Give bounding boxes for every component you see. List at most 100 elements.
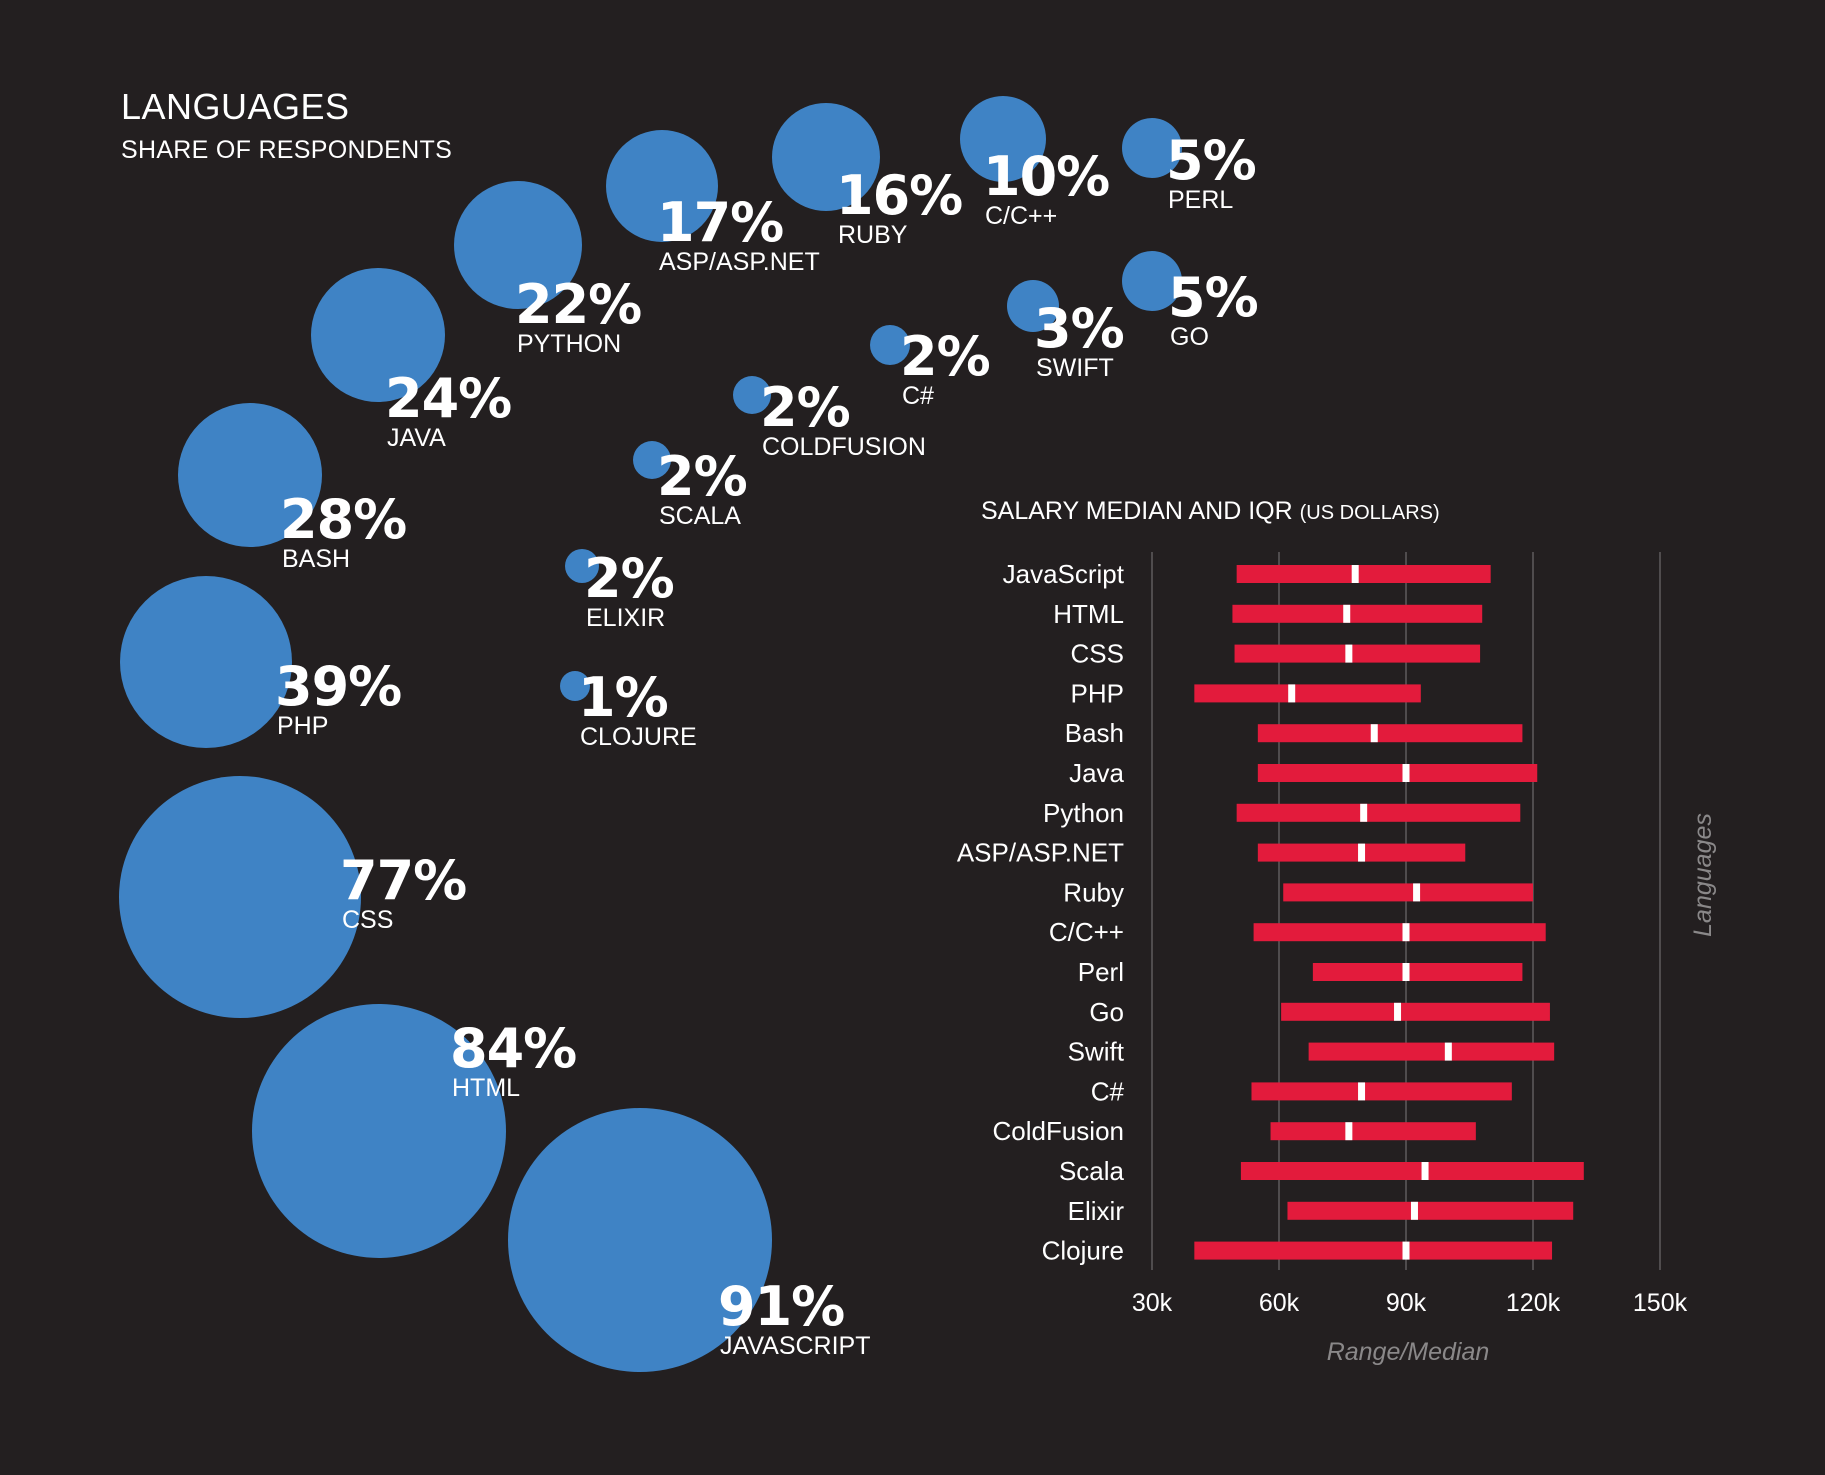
bubble-label-scala: SCALA	[659, 502, 741, 530]
page-subtitle: SHARE OF RESPONDENTS	[121, 136, 453, 164]
iqr-bar-css	[1234, 644, 1481, 663]
bubble-percent-javascript: 91%	[718, 1275, 845, 1338]
row-label-html: HTML	[1053, 599, 1124, 629]
row-label-go: Go	[1089, 997, 1124, 1027]
row-label-java: Java	[1069, 758, 1124, 788]
bubble-css	[119, 776, 361, 1018]
bubble-percent-c-c: 10%	[983, 145, 1110, 208]
row-label-ruby: Ruby	[1063, 877, 1124, 907]
salary-chart-title: SALARY MEDIAN AND IQR (US DOLLARS)	[981, 497, 1440, 526]
bubble-label-javascript: JAVASCRIPT	[720, 1332, 871, 1360]
iqr-bar-go	[1281, 1002, 1550, 1021]
x-tick-label-90k: 90k	[1386, 1289, 1427, 1317]
iqr-bar-python	[1236, 803, 1521, 822]
bubble-scala	[633, 441, 671, 479]
bubble-label-perl: PERL	[1168, 186, 1234, 214]
row-label-php: PHP	[1071, 678, 1124, 708]
bubble-html	[252, 1004, 506, 1258]
iqr-bar-c	[1251, 1082, 1512, 1101]
bubble-label-coldfusion: COLDFUSION	[762, 433, 926, 461]
median-mark-elixir	[1410, 1201, 1418, 1220]
bubble-percent-swift: 3%	[1034, 297, 1125, 360]
bubble-coldfusion	[733, 376, 771, 414]
row-label-c: C#	[1091, 1076, 1125, 1106]
iqr-bar-clojure	[1194, 1241, 1553, 1260]
page-title: LANGUAGES	[121, 86, 350, 127]
iqr-bar-c-c	[1253, 923, 1546, 942]
median-mark-javascript	[1351, 565, 1359, 583]
bubble-percent-java: 24%	[385, 367, 512, 430]
bubble-perl	[1122, 118, 1182, 178]
bubble-php	[120, 576, 292, 748]
bubble-label-java: JAVA	[387, 424, 446, 452]
bubble-c	[870, 325, 910, 365]
x-tick-label-120k: 120k	[1506, 1289, 1561, 1317]
bubble-python	[454, 181, 582, 309]
row-label-coldfusion: ColdFusion	[992, 1116, 1124, 1146]
bubble-percent-clojure: 1%	[578, 666, 669, 729]
x-tick-label-60k: 60k	[1259, 1289, 1300, 1317]
median-mark-python	[1360, 803, 1368, 822]
median-mark-php	[1288, 684, 1296, 703]
bubble-label-bash: BASH	[282, 545, 351, 573]
median-mark-swift	[1444, 1042, 1452, 1061]
bubble-label-swift: SWIFT	[1036, 354, 1114, 382]
iqr-bar-ruby	[1283, 883, 1533, 902]
bubble-java	[311, 268, 445, 402]
bubble-percent-bash: 28%	[280, 488, 407, 551]
bubble-label-asp-asp-net: ASP/ASP.NET	[659, 248, 820, 276]
bubble-elixir	[565, 549, 599, 583]
bubble-asp-asp-net	[606, 130, 718, 242]
bubble-percent-python: 22%	[515, 273, 642, 336]
iqr-bar-java	[1257, 764, 1538, 782]
median-mark-html	[1343, 604, 1351, 623]
bubble-ruby	[772, 103, 880, 211]
iqr-bar-swift	[1308, 1042, 1555, 1061]
bubble-label-elixir: ELIXIR	[586, 604, 666, 632]
salary-chart-title-text: SALARY MEDIAN AND IQR	[981, 497, 1293, 525]
median-mark-scala	[1421, 1162, 1429, 1180]
y-axis-label: Languages	[1689, 813, 1717, 937]
row-label-swift: Swift	[1068, 1037, 1125, 1067]
bubble-percent-html: 84%	[450, 1017, 577, 1080]
bubble-label-html: HTML	[452, 1074, 521, 1102]
median-mark-java	[1402, 764, 1410, 782]
row-label-bash: Bash	[1065, 718, 1124, 748]
bubble-percent-css: 77%	[340, 849, 467, 912]
iqr-bar-elixir	[1287, 1201, 1574, 1220]
row-label-scala: Scala	[1059, 1156, 1125, 1186]
row-label-asp-asp-net: ASP/ASP.NET	[957, 838, 1124, 868]
bubble-percent-scala: 2%	[657, 445, 748, 508]
row-label-clojure: Clojure	[1042, 1236, 1124, 1266]
bubble-percent-ruby: 16%	[836, 164, 963, 227]
bubble-percent-c: 2%	[900, 325, 991, 388]
median-mark-perl	[1402, 963, 1410, 981]
iqr-bar-bash	[1257, 724, 1523, 743]
median-mark-c	[1358, 1082, 1366, 1101]
iqr-bar-html	[1232, 604, 1483, 623]
bubble-c-c	[960, 96, 1046, 182]
bubble-go	[1122, 251, 1182, 311]
iqr-bar-perl	[1312, 963, 1523, 981]
row-label-javascript: JavaScript	[1003, 559, 1125, 589]
median-mark-css	[1345, 644, 1353, 663]
iqr-bar-php	[1194, 684, 1421, 703]
bubble-percent-perl: 5%	[1166, 129, 1257, 192]
row-label-perl: Perl	[1078, 957, 1124, 987]
bubble-label-c-c: C/C++	[985, 202, 1058, 230]
bubble-label-c: C#	[902, 382, 934, 410]
row-label-elixir: Elixir	[1068, 1196, 1125, 1226]
bubble-percent-coldfusion: 2%	[760, 376, 851, 439]
iqr-bar-javascript	[1236, 565, 1491, 583]
median-mark-bash	[1370, 724, 1378, 743]
bubble-label-ruby: RUBY	[838, 221, 908, 249]
iqr-bar-scala	[1240, 1162, 1584, 1180]
median-mark-c-c	[1402, 923, 1410, 942]
x-tick-label-30k: 30k	[1132, 1289, 1173, 1317]
row-label-python: Python	[1043, 798, 1124, 828]
median-mark-ruby	[1413, 883, 1421, 902]
x-axis-label: Range/Median	[1327, 1338, 1490, 1366]
bubble-clojure	[560, 671, 590, 701]
